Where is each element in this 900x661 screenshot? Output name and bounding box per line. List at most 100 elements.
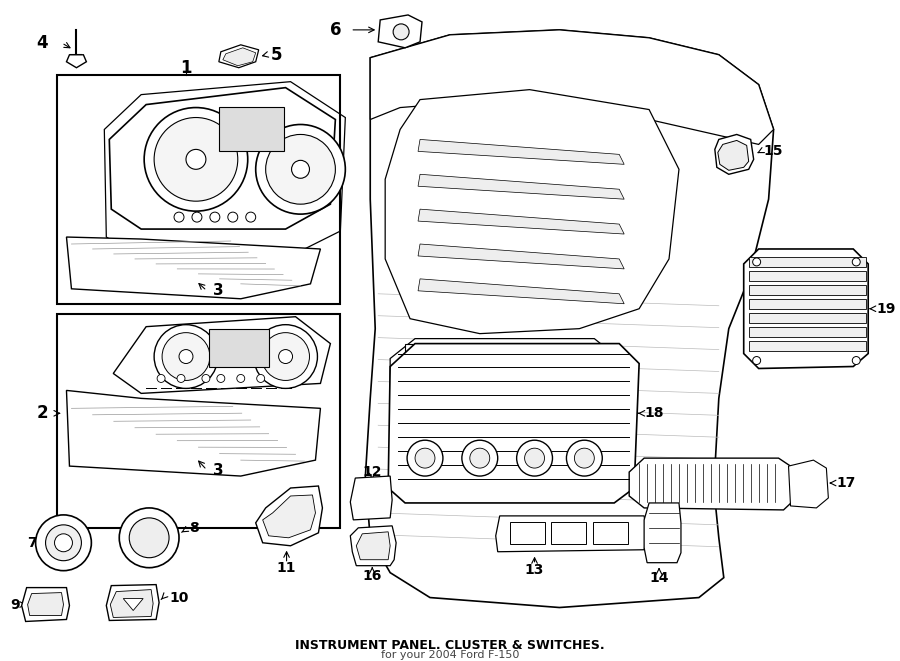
Circle shape: [228, 212, 238, 222]
Polygon shape: [67, 391, 320, 476]
Circle shape: [162, 332, 210, 381]
Polygon shape: [743, 249, 868, 368]
Polygon shape: [356, 532, 391, 560]
Text: 10: 10: [169, 590, 188, 605]
Text: 6: 6: [330, 21, 342, 39]
Polygon shape: [418, 209, 625, 234]
Circle shape: [179, 350, 193, 364]
Polygon shape: [391, 338, 619, 443]
Circle shape: [470, 448, 490, 468]
Bar: [219, 106, 284, 151]
Circle shape: [852, 258, 860, 266]
Bar: [209, 329, 268, 366]
Circle shape: [574, 448, 594, 468]
Polygon shape: [378, 15, 422, 48]
Circle shape: [517, 440, 553, 476]
Polygon shape: [67, 237, 320, 299]
Text: 4: 4: [37, 34, 49, 52]
Circle shape: [292, 161, 310, 178]
Circle shape: [158, 375, 165, 383]
Bar: [57, 314, 340, 528]
Polygon shape: [370, 30, 774, 144]
Polygon shape: [418, 139, 625, 165]
Polygon shape: [113, 317, 330, 393]
Circle shape: [120, 508, 179, 568]
Circle shape: [246, 212, 256, 222]
Circle shape: [202, 375, 210, 383]
Circle shape: [262, 332, 310, 381]
Text: 7: 7: [27, 536, 36, 550]
Text: 5: 5: [271, 46, 282, 63]
Bar: [749, 340, 866, 350]
Polygon shape: [418, 175, 625, 199]
Circle shape: [237, 375, 245, 383]
Circle shape: [256, 375, 265, 383]
Bar: [552, 522, 586, 544]
Polygon shape: [263, 495, 316, 538]
Bar: [593, 522, 628, 544]
Text: 16: 16: [363, 568, 382, 582]
Text: 8: 8: [189, 521, 199, 535]
Circle shape: [177, 375, 185, 383]
Bar: [749, 299, 866, 309]
Polygon shape: [418, 279, 625, 304]
Bar: [749, 327, 866, 336]
Polygon shape: [418, 244, 625, 269]
Polygon shape: [496, 516, 647, 552]
Text: 11: 11: [277, 561, 296, 574]
Bar: [749, 313, 866, 323]
Polygon shape: [644, 503, 681, 563]
Circle shape: [566, 440, 602, 476]
Circle shape: [186, 149, 206, 169]
Text: 3: 3: [213, 284, 223, 298]
Bar: [749, 257, 866, 267]
Polygon shape: [388, 344, 639, 503]
Circle shape: [254, 325, 318, 389]
Circle shape: [852, 356, 860, 364]
Circle shape: [192, 212, 202, 222]
Circle shape: [210, 212, 220, 222]
Polygon shape: [350, 526, 396, 566]
Polygon shape: [109, 88, 336, 229]
Polygon shape: [123, 599, 143, 611]
Polygon shape: [629, 458, 798, 510]
Circle shape: [130, 518, 169, 558]
Polygon shape: [385, 90, 679, 334]
Circle shape: [36, 515, 92, 570]
Text: 14: 14: [649, 570, 669, 584]
Circle shape: [462, 440, 498, 476]
Circle shape: [256, 124, 346, 214]
Circle shape: [217, 375, 225, 383]
Bar: [749, 285, 866, 295]
Text: 9: 9: [10, 598, 20, 611]
Polygon shape: [28, 592, 64, 615]
Circle shape: [266, 134, 336, 204]
Circle shape: [154, 325, 218, 389]
Polygon shape: [67, 55, 86, 67]
Polygon shape: [788, 460, 828, 508]
Circle shape: [393, 24, 410, 40]
Circle shape: [144, 108, 248, 211]
Polygon shape: [256, 486, 322, 546]
Text: 18: 18: [644, 407, 663, 420]
Circle shape: [154, 118, 238, 201]
Circle shape: [478, 441, 501, 465]
Circle shape: [279, 350, 292, 364]
Polygon shape: [718, 140, 749, 171]
Circle shape: [525, 448, 544, 468]
Text: for your 2004 Ford F-150: for your 2004 Ford F-150: [381, 650, 519, 660]
Bar: [405, 344, 604, 436]
Text: 13: 13: [525, 563, 544, 576]
Text: INSTRUMENT PANEL. CLUSTER & SWITCHES.: INSTRUMENT PANEL. CLUSTER & SWITCHES.: [295, 639, 605, 652]
Circle shape: [752, 258, 760, 266]
Polygon shape: [111, 590, 153, 617]
Polygon shape: [219, 45, 258, 67]
Circle shape: [407, 440, 443, 476]
Polygon shape: [350, 476, 392, 520]
Text: 12: 12: [363, 465, 382, 479]
Text: 17: 17: [836, 476, 856, 490]
Circle shape: [174, 212, 184, 222]
Text: 2: 2: [37, 405, 49, 422]
Text: 15: 15: [763, 144, 783, 159]
Bar: [749, 271, 866, 281]
